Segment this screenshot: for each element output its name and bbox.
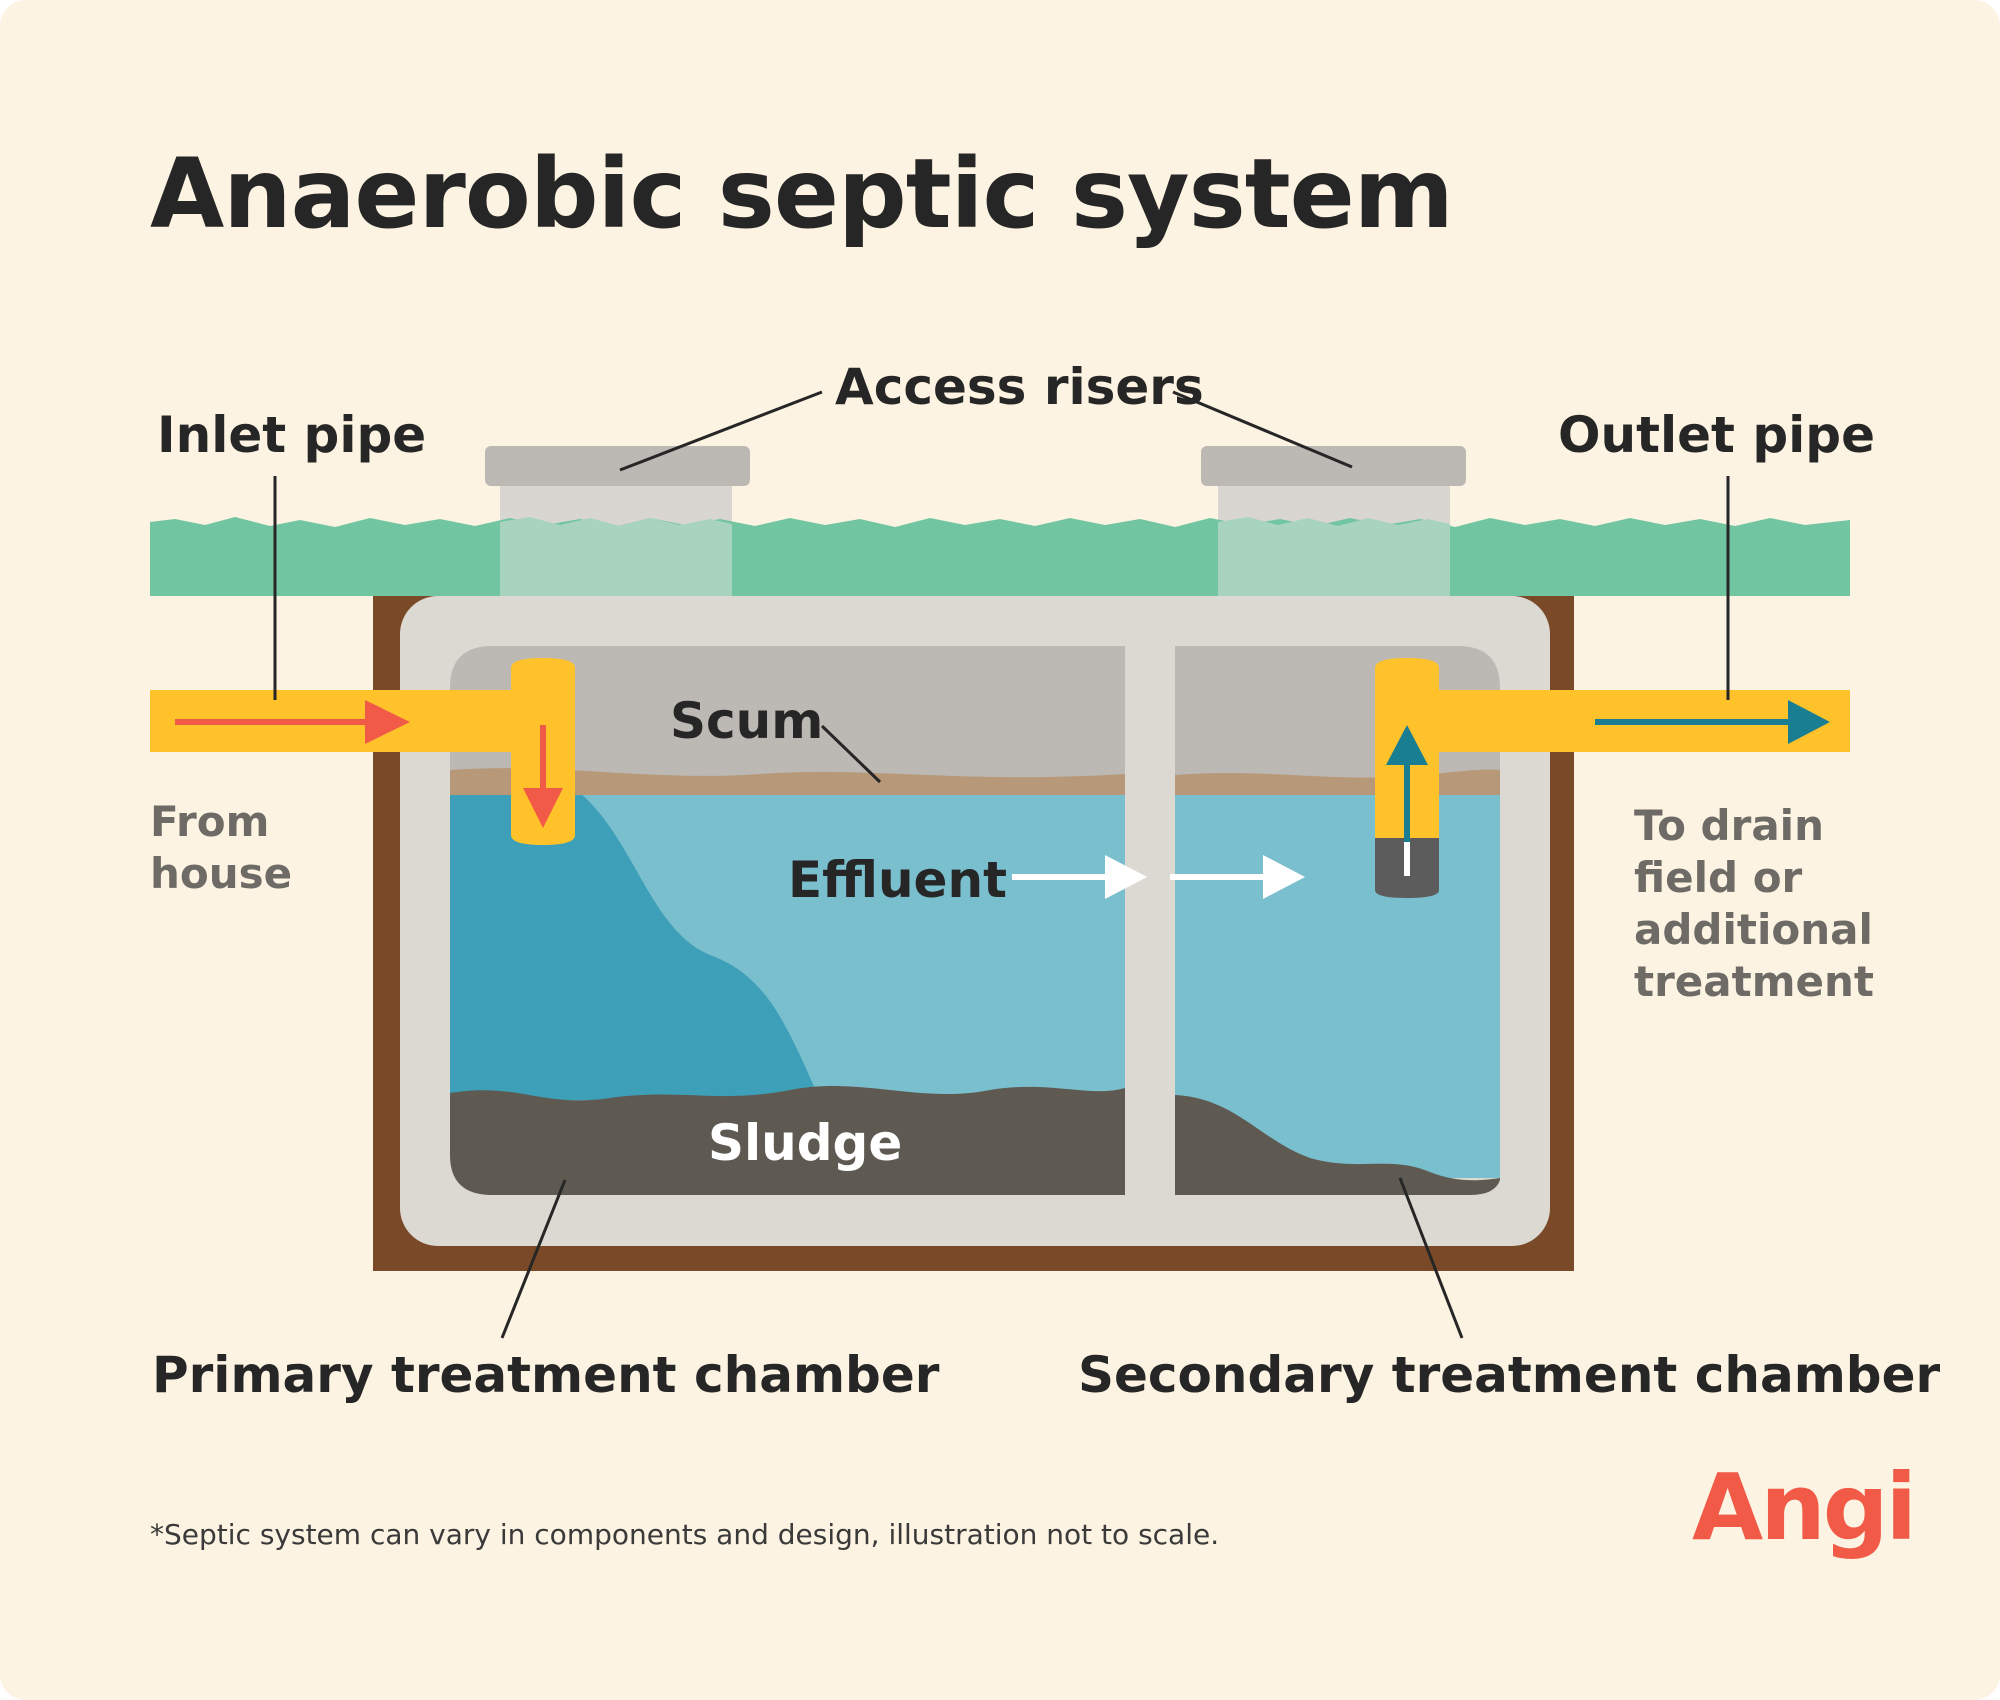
outlet-flow-arrow [1595,700,1830,744]
leader-scum [820,724,882,784]
inlet-pipe-label: Inlet pipe [157,406,427,464]
leader-secondary-chamber [1398,1177,1464,1339]
primary-chamber-label: Primary treatment chamber [152,1346,940,1404]
primary-chamber [450,646,1125,1195]
effluent-label: Effluent [788,851,1007,909]
leader-access-riser-left [619,390,823,472]
footnote: *Septic system can vary in components an… [150,1518,1220,1551]
divider-wall-upper [1125,646,1175,838]
primary-scum-layer [450,646,1125,800]
secondary-chamber-label: Secondary treatment chamber [1078,1346,1941,1404]
inlet-flow-arrow [175,700,410,744]
leader-primary-chamber [500,1179,567,1339]
incoming-water-plume [450,793,820,1100]
outlet-pipe-label: Outlet pipe [1558,406,1875,464]
sludge-label: Sludge [708,1114,903,1172]
angi-logo: Angi [1692,1454,1917,1561]
to-drain-field-caption: To drain field or additional treatment [1634,801,1874,1006]
inlet-down-arrow [523,725,563,828]
leader-access-riser-right [1172,390,1353,469]
effluent-flow-arrows [1012,855,1305,899]
divider-wall-lower [1125,918,1175,1195]
outlet-up-arrow [1386,725,1428,876]
secondary-sludge [1175,1095,1500,1195]
grass-strip [150,517,1850,596]
access-risers-label: Access risers [835,358,1204,416]
scum-label: Scum [670,692,824,750]
from-house-caption: From house [150,797,293,898]
riser-through-grass-left [500,517,732,596]
primary-scum-line [450,768,1125,795]
page-title: Anaerobic septic system [150,138,1454,250]
leader-lines [273,390,1730,1339]
primary-sludge [450,1085,1125,1195]
riser-through-grass-right [1218,517,1450,596]
